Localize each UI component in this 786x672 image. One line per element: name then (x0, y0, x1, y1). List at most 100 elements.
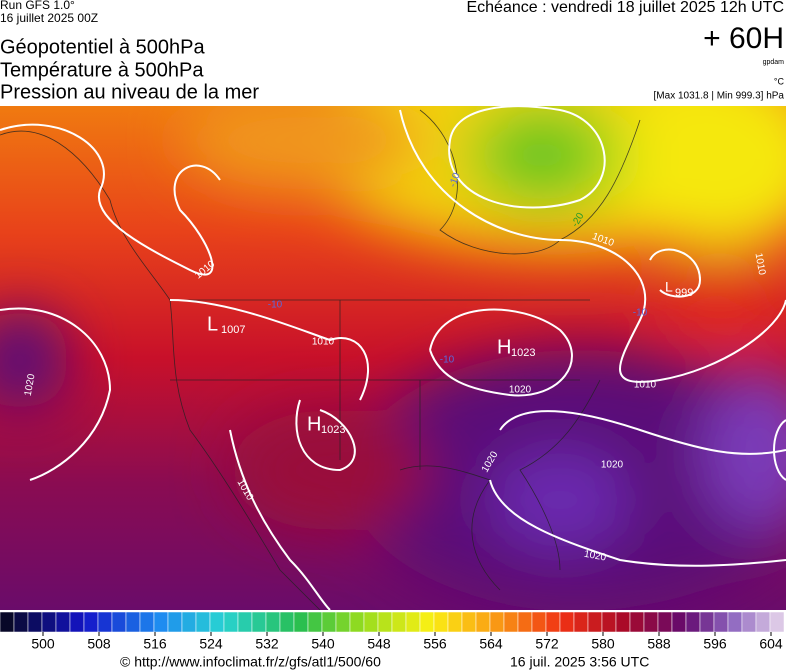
colorbar-swatch (181, 611, 197, 633)
colorbar-swatch (223, 611, 239, 633)
pressure-range: [Max 1031.8 | Min 999.3] hPa (654, 91, 785, 102)
run-label: Run GFS 1.0° (0, 0, 75, 12)
footer-timestamp: 16 juil. 2025 3:56 UTC (510, 654, 649, 670)
temperature-label: -10 (440, 355, 455, 366)
colorbar-swatch (545, 611, 561, 633)
colorbar-swatch (167, 611, 183, 633)
pressure-center-type: H (497, 336, 511, 358)
colorbar-tick-label: 508 (87, 636, 111, 652)
colorbar-tick-label: 500 (31, 636, 55, 652)
colorbar-swatch (531, 611, 547, 633)
isobar-label: 1020 (601, 460, 624, 471)
colorbar-swatch (293, 611, 309, 633)
colorbar-swatch (335, 611, 351, 633)
pressure-center-type: H (307, 413, 321, 435)
colorbar-swatch (615, 611, 631, 633)
isobar-label: 1020 (509, 385, 532, 396)
map (0, 106, 786, 610)
colorbar-swatch (125, 611, 141, 633)
colorbar-swatch (671, 611, 687, 633)
colorbar-swatch (55, 611, 71, 633)
colorbar-tick-label: 556 (423, 636, 447, 652)
colorbar-swatch (517, 611, 533, 633)
colorbar-swatch (699, 611, 715, 633)
colorbar-swatch (265, 611, 281, 633)
colorbar-tick-label: 524 (199, 636, 223, 652)
pressure-center-value: 999 (675, 287, 693, 299)
colorbar-swatch (209, 611, 225, 633)
colorbar-swatch (559, 611, 575, 633)
colorbar-swatch (461, 611, 477, 633)
colorbar-swatch (475, 611, 491, 633)
colorbar-swatch (279, 611, 295, 633)
pressure-center-value: 1007 (221, 324, 245, 336)
colorbar-swatch (307, 611, 323, 633)
colorbar-swatch (41, 611, 57, 633)
colorbar-swatch (27, 611, 43, 633)
colorbar-tick-label: 596 (703, 636, 727, 652)
geopotential-unit: gpdam (763, 59, 785, 66)
isobar-label: 1020 (583, 549, 607, 564)
colorbar-swatch (153, 611, 169, 633)
colorbar-tick-label: 572 (535, 636, 559, 652)
colorbar-tick-label: 540 (311, 636, 335, 652)
colorbar-swatch (69, 611, 85, 633)
isobar-label: 1010 (312, 337, 335, 348)
colorbar-swatch (83, 611, 99, 633)
colorbar-swatch (363, 611, 379, 633)
colorbar-swatch (433, 611, 449, 633)
temperature-label: -10 (268, 300, 283, 311)
colorbar-swatch (377, 611, 393, 633)
colorbar-tick-label: 516 (143, 636, 167, 652)
colorbar-tick-label: 532 (255, 636, 279, 652)
pressure-center-value: 1023 (321, 424, 345, 436)
isobar-label: 1010 (634, 380, 657, 391)
colorbar-swatch (713, 611, 729, 633)
temperature-label: -10 (447, 171, 462, 189)
colorbar: 500 508 516 524 532 540 548 556 564 572 580 588 596 6… (0, 611, 785, 652)
title: Géopotentiel à 500hPa (0, 36, 205, 58)
colorbar-swatch (657, 611, 673, 633)
footer-source: © http://www.infoclimat.fr/z/gfs/atl1/50… (120, 654, 381, 670)
colorbar-swatch (741, 611, 757, 633)
isobar-label: 1010 (753, 252, 768, 276)
colorbar-swatch (419, 611, 435, 633)
colorbar-swatch (629, 611, 645, 633)
colorbar-swatch (349, 611, 365, 633)
temperature-unit: °C (774, 76, 785, 86)
colorbar-swatch (503, 611, 519, 633)
colorbar-swatch (0, 611, 15, 633)
pressure-center-value: 1023 (511, 347, 535, 359)
lead-time: + 60H (703, 22, 784, 55)
temperature-label: -10 (633, 308, 648, 319)
colorbar-swatch (405, 611, 421, 633)
colorbar-swatch (237, 611, 253, 633)
colorbar-swatch (601, 611, 617, 633)
colorbar-swatch (251, 611, 267, 633)
colorbar-swatch (755, 611, 771, 633)
colorbar-swatch (321, 611, 337, 633)
run-date: 16 juillet 2025 00Z (0, 11, 98, 25)
colorbar-swatch (685, 611, 701, 633)
colorbar-swatch (587, 611, 603, 633)
colorbar-swatch (139, 611, 155, 633)
colorbar-swatch (769, 611, 785, 633)
valid-time: Echéance : vendredi 18 juillet 2025 12h … (466, 0, 784, 16)
pressure-center-type: L (207, 313, 218, 335)
colorbar-swatch (573, 611, 589, 633)
colorbar-swatch (727, 611, 743, 633)
colorbar-swatch (391, 611, 407, 633)
colorbar-tick-label: 588 (647, 636, 671, 652)
colorbar-swatch (13, 611, 29, 633)
colorbar-swatch (643, 611, 659, 633)
colorbar-swatch (447, 611, 463, 633)
colorbar-swatch (97, 611, 113, 633)
colorbar-swatch (195, 611, 211, 633)
title: Pression au niveau de la mer (0, 81, 259, 103)
colorbar-tick-label: 548 (367, 636, 391, 652)
colorbar-tick-label: 604 (759, 636, 783, 652)
isobar-label: 1020 (23, 373, 38, 397)
pressure-center-type: L (665, 279, 673, 295)
